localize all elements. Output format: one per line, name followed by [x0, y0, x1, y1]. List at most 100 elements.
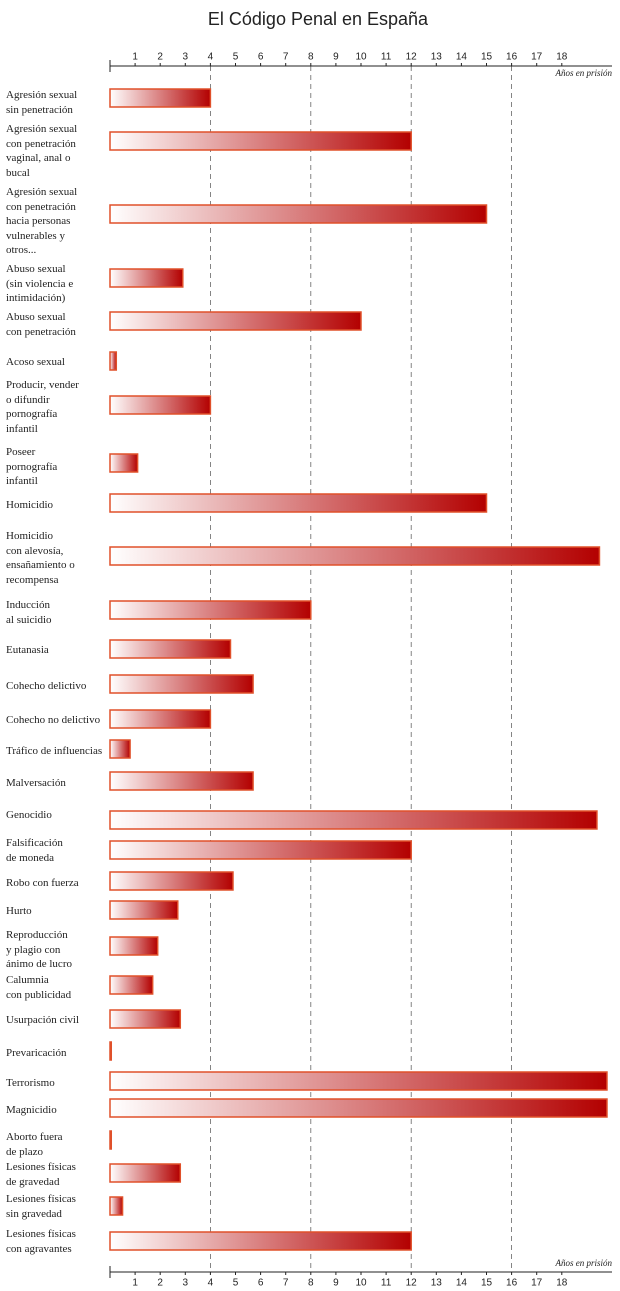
x-axis-label: Años en prisión — [554, 1258, 612, 1268]
category-label: Tráfico de influencias — [6, 745, 103, 757]
bar — [109, 900, 179, 920]
bar — [109, 204, 488, 224]
x-tick-label: 15 — [481, 1278, 493, 1289]
x-tick-label: 11 — [381, 52, 392, 63]
x-tick-label: 17 — [531, 1278, 543, 1289]
category-label: Aborto fuera de plazo — [6, 1131, 63, 1158]
category-label: Agresión sexual con penetración hacia pe… — [6, 186, 78, 257]
x-tick-label: 6 — [258, 1278, 264, 1289]
bar — [109, 771, 254, 791]
bar — [109, 600, 312, 620]
x-tick-label: 16 — [506, 1278, 518, 1289]
bar — [109, 1071, 608, 1091]
chart-title: El Código Penal en España — [208, 9, 429, 29]
bar — [109, 639, 232, 659]
x-tick-label: 3 — [183, 1278, 189, 1289]
x-tick-label: 1 — [132, 1278, 138, 1289]
category-label: Calumnia con publicidad — [6, 974, 72, 1001]
bar — [109, 810, 598, 830]
category-label: Reproducción y plagio con ánimo de lucro — [6, 929, 72, 971]
x-tick-label: 9 — [333, 1278, 339, 1289]
x-tick-label: 4 — [208, 52, 214, 63]
x-tick-label: 12 — [406, 1278, 418, 1289]
category-label: Magnicidio — [6, 1104, 57, 1116]
bar — [109, 546, 601, 566]
category-label: Prevaricación — [6, 1047, 67, 1059]
category-label: Malversación — [6, 777, 66, 789]
x-axis-label: Años en prisión — [554, 68, 612, 78]
x-tick-label: 17 — [531, 52, 543, 63]
bar — [109, 351, 118, 371]
category-label: Cohecho delictivo — [6, 680, 87, 692]
bar — [109, 871, 234, 891]
x-tick-label: 13 — [431, 52, 443, 63]
bar — [109, 88, 212, 108]
x-tick-label: 5 — [233, 52, 239, 63]
category-label: Abuso sexual con penetración — [6, 311, 76, 338]
x-tick-label: 5 — [233, 1278, 239, 1289]
bar — [109, 975, 154, 995]
bar — [109, 1196, 124, 1216]
x-tick-label: 3 — [183, 52, 189, 63]
x-tick-label: 14 — [456, 1278, 468, 1289]
category-label: Acoso sexual — [6, 356, 65, 368]
x-tick-label: 2 — [157, 52, 163, 63]
category-label: Falsificación de moneda — [6, 837, 63, 864]
x-tick-label: 13 — [431, 1278, 443, 1289]
bar — [109, 1098, 608, 1118]
category-label: Homicidio — [6, 499, 54, 511]
bar — [109, 1041, 113, 1061]
x-tick-label: 7 — [283, 52, 289, 63]
category-label: Abuso sexual (sin violencia e intimidaci… — [6, 263, 74, 305]
x-tick-label: 11 — [381, 1278, 392, 1289]
x-tick-label: 14 — [456, 52, 468, 63]
x-tick-label: 15 — [481, 52, 493, 63]
x-tick-label: 18 — [556, 52, 568, 63]
bar — [109, 311, 362, 331]
category-label: Terrorismo — [6, 1077, 55, 1089]
x-tick-label: 1 — [132, 52, 138, 63]
category-label: Eutanasia — [6, 644, 49, 656]
category-label: Lesiones físicas de gravedad — [6, 1161, 76, 1188]
x-tick-label: 16 — [506, 52, 518, 63]
bar — [109, 453, 139, 473]
x-tick-label: 9 — [333, 52, 339, 63]
x-tick-label: 8 — [308, 52, 314, 63]
x-tick-label: 8 — [308, 1278, 314, 1289]
category-label: Agresión sexual sin penetración — [6, 89, 78, 116]
x-tick-label: 12 — [406, 52, 418, 63]
bar — [109, 493, 488, 513]
bar — [109, 936, 159, 956]
category-label: Poseer pornografía infantil — [6, 446, 58, 488]
bar — [109, 1009, 182, 1029]
category-label: Agresión sexual con penetración vaginal,… — [6, 123, 78, 179]
category-label: Genocidio — [6, 809, 52, 821]
category-label: Lesiones físicas con agravantes — [6, 1228, 76, 1255]
bar — [109, 709, 212, 729]
category-label: Usurpación civil — [6, 1014, 80, 1026]
bar — [109, 131, 412, 151]
category-label: Lesiones físicas sin gravedad — [6, 1193, 76, 1220]
bar — [109, 840, 412, 860]
bar — [109, 1130, 113, 1150]
x-tick-label: 10 — [355, 52, 367, 63]
bar — [109, 1163, 182, 1183]
bar — [109, 395, 212, 415]
bar — [109, 674, 254, 694]
category-label: Homicidio con alevosía, ensañamiento o r… — [6, 530, 75, 586]
bar — [109, 739, 131, 759]
x-tick-label: 2 — [157, 1278, 163, 1289]
category-label: Robo con fuerza — [6, 877, 79, 889]
x-tick-label: 10 — [355, 1278, 367, 1289]
category-label: Producir, vender o difundir pornografía … — [6, 379, 79, 435]
bar — [109, 268, 184, 288]
bar — [109, 1231, 412, 1251]
category-label: Hurto — [6, 905, 32, 917]
category-label: Cohecho no delictivo — [6, 714, 101, 726]
x-tick-label: 4 — [208, 1278, 214, 1289]
x-tick-label: 6 — [258, 52, 264, 63]
x-tick-label: 7 — [283, 1278, 289, 1289]
category-label: Inducción al suicidio — [6, 599, 52, 626]
